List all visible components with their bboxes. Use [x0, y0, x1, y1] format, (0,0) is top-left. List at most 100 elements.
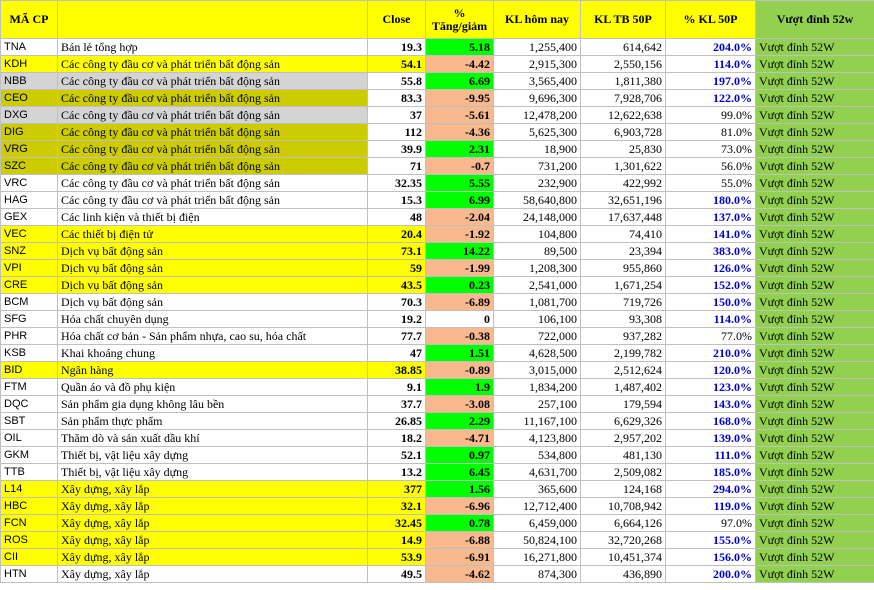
table-cell[interactable]: -0.89: [425, 361, 494, 379]
table-cell[interactable]: Bán lẻ tổng hợp: [57, 38, 368, 56]
table-cell[interactable]: 59: [367, 259, 426, 277]
table-cell[interactable]: 54.1: [367, 55, 426, 73]
table-cell[interactable]: 120.0%: [665, 361, 756, 379]
table-cell[interactable]: 43.5: [367, 276, 426, 294]
table-cell[interactable]: 3,015,000: [493, 361, 581, 379]
table-cell[interactable]: 383.0%: [665, 242, 756, 260]
table-cell[interactable]: SFG: [0, 310, 58, 328]
table-cell[interactable]: 731,200: [493, 157, 581, 175]
table-cell[interactable]: 32.35: [367, 174, 426, 192]
table-cell[interactable]: 436,890: [580, 565, 666, 583]
table-cell[interactable]: Ngân hàng: [57, 361, 368, 379]
table-cell[interactable]: 955,860: [580, 259, 666, 277]
table-cell[interactable]: -0.7: [425, 157, 494, 175]
table-cell[interactable]: Vượt đỉnh 52W: [755, 174, 874, 192]
table-cell[interactable]: Các công ty đầu cơ và phát triển bất độn…: [57, 174, 368, 192]
table-cell[interactable]: KSB: [0, 344, 58, 362]
table-cell[interactable]: Vượt đỉnh 52W: [755, 361, 874, 379]
table-cell[interactable]: 18.2: [367, 429, 426, 447]
table-cell[interactable]: 17,637,448: [580, 208, 666, 226]
table-cell[interactable]: 93,308: [580, 310, 666, 328]
table-cell[interactable]: Vượt đỉnh 52W: [755, 412, 874, 430]
table-cell[interactable]: 4,123,800: [493, 429, 581, 447]
table-cell[interactable]: 123.0%: [665, 378, 756, 396]
table-cell[interactable]: 16,271,800: [493, 548, 581, 566]
table-cell[interactable]: Vượt đỉnh 52W: [755, 276, 874, 294]
table-cell[interactable]: L14: [0, 480, 58, 498]
table-cell[interactable]: -5.61: [425, 106, 494, 124]
table-cell[interactable]: 104,800: [493, 225, 581, 243]
table-cell[interactable]: 180.0%: [665, 191, 756, 209]
table-cell[interactable]: 48: [367, 208, 426, 226]
table-cell[interactable]: 19.2: [367, 310, 426, 328]
table-cell[interactable]: 1,255,400: [493, 38, 581, 56]
table-cell[interactable]: 14.9: [367, 531, 426, 549]
table-cell[interactable]: Vượt đỉnh 52W: [755, 463, 874, 481]
table-cell[interactable]: 14.22: [425, 242, 494, 260]
table-cell[interactable]: FCN: [0, 514, 58, 532]
table-cell[interactable]: 0: [425, 310, 494, 328]
table-cell[interactable]: Các công ty đầu cơ và phát triển bất độn…: [57, 106, 368, 124]
table-cell[interactable]: Vượt đỉnh 52W: [755, 327, 874, 345]
table-cell[interactable]: 2,550,156: [580, 55, 666, 73]
table-cell[interactable]: 2.29: [425, 412, 494, 430]
table-cell[interactable]: 12,478,200: [493, 106, 581, 124]
table-cell[interactable]: Vượt đỉnh 52W: [755, 514, 874, 532]
table-cell[interactable]: Thăm dò và sản xuất dầu khí: [57, 429, 368, 447]
table-cell[interactable]: -6.91: [425, 548, 494, 566]
table-cell[interactable]: Hóa chất chuyên dụng: [57, 310, 368, 328]
table-cell[interactable]: Vượt đỉnh 52W: [755, 123, 874, 141]
table-cell[interactable]: 257,100: [493, 395, 581, 413]
table-cell[interactable]: 0.23: [425, 276, 494, 294]
table-cell[interactable]: 3,565,400: [493, 72, 581, 90]
table-cell[interactable]: 204.0%: [665, 38, 756, 56]
table-cell[interactable]: Sản phẩm gia dụng không lâu bền: [57, 395, 368, 413]
table-cell[interactable]: 1,301,622: [580, 157, 666, 175]
table-cell[interactable]: 50,824,100: [493, 531, 581, 549]
table-cell[interactable]: Xây dựng, xây lắp: [57, 548, 368, 566]
header-cell[interactable]: MÃ CP: [0, 0, 58, 39]
table-cell[interactable]: 83.3: [367, 89, 426, 107]
table-cell[interactable]: 719,726: [580, 293, 666, 311]
table-cell[interactable]: 6.45: [425, 463, 494, 481]
table-cell[interactable]: Dịch vụ bất động sản: [57, 242, 368, 260]
table-cell[interactable]: 137.0%: [665, 208, 756, 226]
table-cell[interactable]: 18,900: [493, 140, 581, 158]
table-cell[interactable]: 294.0%: [665, 480, 756, 498]
table-cell[interactable]: 56.0%: [665, 157, 756, 175]
table-cell[interactable]: HBC: [0, 497, 58, 515]
table-cell[interactable]: Các công ty đầu cơ và phát triển bất độn…: [57, 123, 368, 141]
table-cell[interactable]: Xây dựng, xây lắp: [57, 531, 368, 549]
table-cell[interactable]: 112: [367, 123, 426, 141]
table-cell[interactable]: VEC: [0, 225, 58, 243]
table-cell[interactable]: Vượt đỉnh 52W: [755, 344, 874, 362]
table-cell[interactable]: Vượt đỉnh 52W: [755, 446, 874, 464]
table-cell[interactable]: Vượt đỉnh 52W: [755, 106, 874, 124]
table-cell[interactable]: NBB: [0, 72, 58, 90]
table-cell[interactable]: 874,300: [493, 565, 581, 583]
table-cell[interactable]: 53.9: [367, 548, 426, 566]
table-cell[interactable]: Thiết bị, vật liệu xây dựng: [57, 446, 368, 464]
table-cell[interactable]: 77.7: [367, 327, 426, 345]
table-cell[interactable]: 481,130: [580, 446, 666, 464]
table-cell[interactable]: 232,900: [493, 174, 581, 192]
table-cell[interactable]: Các công ty đầu cơ và phát triển bất độn…: [57, 89, 368, 107]
table-cell[interactable]: Xây dựng, xây lắp: [57, 480, 368, 498]
table-cell[interactable]: 47: [367, 344, 426, 362]
table-cell[interactable]: Xây dựng, xây lắp: [57, 565, 368, 583]
table-cell[interactable]: 10,451,374: [580, 548, 666, 566]
table-cell[interactable]: 119.0%: [665, 497, 756, 515]
table-cell[interactable]: 73.0%: [665, 140, 756, 158]
table-cell[interactable]: 1,671,254: [580, 276, 666, 294]
table-cell[interactable]: Vượt đỉnh 52W: [755, 497, 874, 515]
table-cell[interactable]: SBT: [0, 412, 58, 430]
table-cell[interactable]: 32.45: [367, 514, 426, 532]
table-cell[interactable]: 73.1: [367, 242, 426, 260]
table-cell[interactable]: 74,410: [580, 225, 666, 243]
table-cell[interactable]: 6,459,000: [493, 514, 581, 532]
table-cell[interactable]: 5,625,300: [493, 123, 581, 141]
table-cell[interactable]: 168.0%: [665, 412, 756, 430]
table-cell[interactable]: Sản phẩm thực phẩm: [57, 412, 368, 430]
table-cell[interactable]: 6,664,126: [580, 514, 666, 532]
table-cell[interactable]: Vượt đỉnh 52W: [755, 310, 874, 328]
